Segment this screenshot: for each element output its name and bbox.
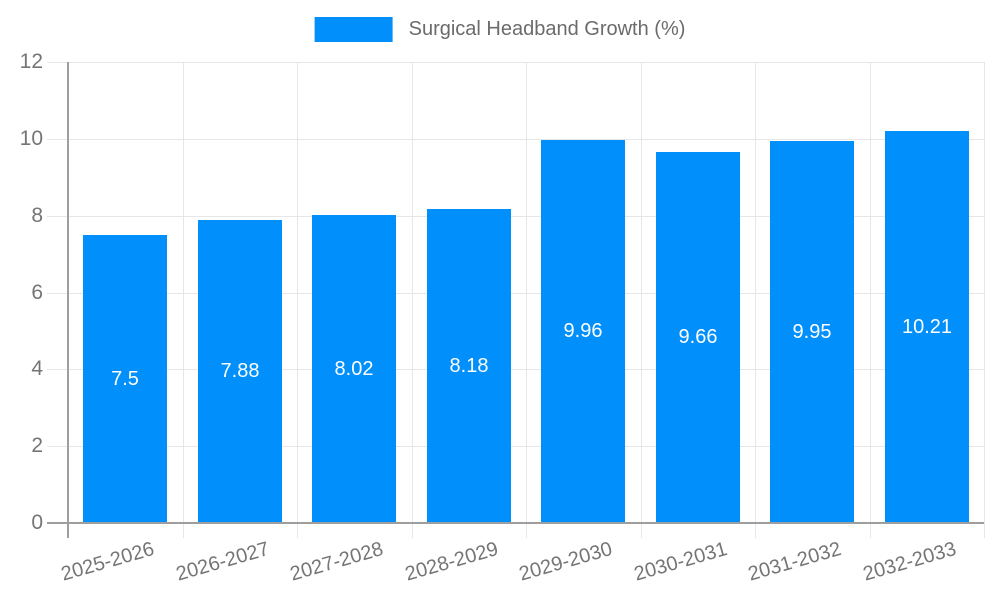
gridline-vertical [870,62,871,538]
legend-label: Surgical Headband Growth (%) [408,18,686,40]
x-tick-label: 2030-2031 [632,538,731,586]
bar[interactable]: 9.66 [656,152,740,523]
x-tick-label: 2026-2027 [174,538,273,586]
bar-value-label: 10.21 [901,315,953,338]
y-tick-label: 8 [31,204,43,227]
gridline-vertical [641,62,642,538]
gridline-horizontal [47,293,984,294]
gridline-vertical [297,62,298,538]
y-tick-label: 6 [31,281,43,304]
x-tick-label: 2027-2028 [288,538,387,586]
gridline-horizontal [47,139,984,140]
bar-value-label: 9.66 [678,326,718,348]
gridline-vertical [412,62,413,538]
y-axis-line [67,62,69,538]
bar[interactable]: 8.18 [427,209,511,523]
gridline-horizontal [47,62,984,63]
bar-value-label: 7.88 [220,360,260,382]
bar[interactable]: 7.5 [83,235,167,523]
x-tick-label: 2028-2029 [403,538,502,586]
gridline-horizontal [47,216,984,217]
bar-value-label: 7.5 [111,367,139,390]
bar[interactable]: 10.21 [885,131,969,523]
bar[interactable]: 9.96 [541,140,625,523]
x-tick-label: 2025-2026 [59,538,158,586]
gridline-vertical [526,62,527,538]
gridline-horizontal [47,369,984,370]
gridline-vertical [183,62,184,538]
gridline-vertical [984,62,985,538]
x-axis-line [47,522,984,524]
legend-swatch [314,17,393,42]
y-tick-label: 2 [31,434,43,457]
bar[interactable]: 8.02 [312,215,396,523]
y-tick-label: 0 [31,511,43,534]
gridline-vertical [755,62,756,538]
x-tick-label: 2029-2030 [517,538,616,586]
y-tick-label: 12 [19,50,43,73]
bar-value-label: 9.96 [563,320,603,342]
y-tick-label: 10 [19,127,43,150]
bar[interactable]: 7.88 [198,220,282,523]
x-tick-label: 2032-2033 [861,538,960,586]
bar[interactable]: 9.95 [770,141,854,523]
bar-value-label: 9.95 [792,320,832,343]
bar-value-label: 8.18 [449,354,489,377]
x-tick-label: 2031-2032 [746,538,845,586]
bar-value-label: 8.02 [334,357,374,380]
gridline-horizontal [47,446,984,447]
legend-item[interactable]: Surgical Headband Growth (%) [314,17,686,42]
y-tick-label: 4 [31,357,43,380]
